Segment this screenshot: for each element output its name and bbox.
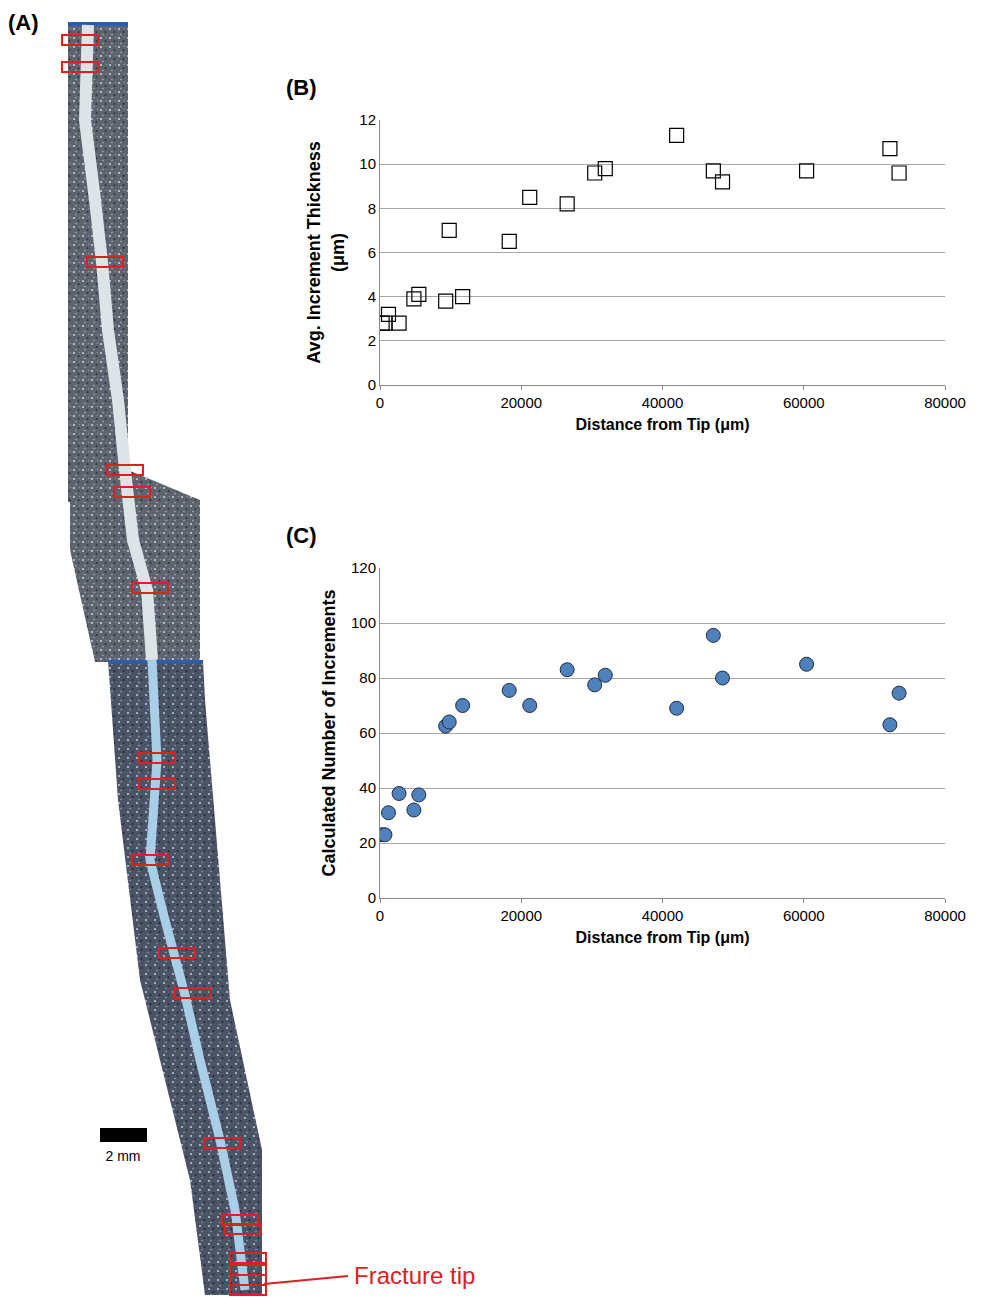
- svg-text:0: 0: [376, 394, 384, 411]
- svg-text:20000: 20000: [500, 394, 542, 411]
- svg-text:100: 100: [351, 614, 376, 631]
- svg-text:(B): (B): [286, 75, 317, 100]
- svg-text:Fracture tip: Fracture tip: [354, 1262, 475, 1289]
- svg-text:0: 0: [368, 376, 376, 393]
- svg-text:80000: 80000: [924, 907, 966, 924]
- svg-text:(A): (A): [8, 10, 39, 35]
- svg-text:120: 120: [351, 559, 376, 576]
- svg-text:6: 6: [368, 244, 376, 261]
- svg-text:Avg. Increment Thickness(μm): Avg. Increment Thickness(μm): [304, 141, 347, 363]
- svg-text:(C): (C): [286, 523, 317, 548]
- svg-text:2 mm: 2 mm: [106, 1148, 141, 1164]
- svg-text:2: 2: [368, 332, 376, 349]
- svg-text:20000: 20000: [500, 907, 542, 924]
- svg-text:80000: 80000: [924, 394, 966, 411]
- svg-text:40: 40: [359, 779, 376, 796]
- svg-text:60000: 60000: [783, 394, 825, 411]
- svg-text:60000: 60000: [783, 907, 825, 924]
- svg-text:0: 0: [368, 889, 376, 906]
- svg-text:Distance from Tip (μm): Distance from Tip (μm): [576, 416, 750, 433]
- svg-text:4: 4: [368, 288, 376, 305]
- svg-text:Distance from Tip (μm): Distance from Tip (μm): [576, 929, 750, 946]
- svg-text:40000: 40000: [642, 394, 684, 411]
- svg-text:8: 8: [368, 200, 376, 217]
- svg-text:80: 80: [359, 669, 376, 686]
- svg-text:10: 10: [359, 155, 376, 172]
- svg-text:60: 60: [359, 724, 376, 741]
- svg-text:40000: 40000: [642, 907, 684, 924]
- svg-text:12: 12: [359, 111, 376, 128]
- svg-text:20: 20: [359, 834, 376, 851]
- svg-text:0: 0: [376, 907, 384, 924]
- svg-text:Calculated Number of Increment: Calculated Number of Increments: [319, 589, 339, 876]
